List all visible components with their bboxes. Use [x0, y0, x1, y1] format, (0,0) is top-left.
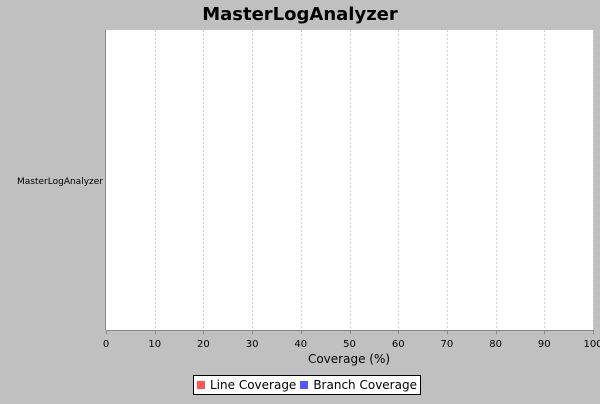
- legend-item-branch-coverage: Branch Coverage: [300, 378, 417, 392]
- x-tick-label-100: 100: [583, 339, 600, 350]
- y-axis-categories: MasterLogAnalyzer: [17, 177, 103, 187]
- x-tick-label-90: 90: [538, 339, 551, 350]
- legend-label-branch-coverage: Branch Coverage: [313, 378, 417, 392]
- x-tick-label-50: 50: [343, 339, 356, 350]
- legend: Line Coverage Branch Coverage: [193, 375, 421, 395]
- x-axis-ticks: 0 10 20 30 40 50 60 70 80 90 100: [103, 330, 600, 350]
- legend-item-line-coverage: Line Coverage: [197, 378, 296, 392]
- x-tick-label-10: 10: [148, 339, 161, 350]
- x-tick-label-60: 60: [392, 339, 405, 350]
- x-tick-label-20: 20: [197, 339, 210, 350]
- y-category-label: MasterLogAnalyzer: [17, 177, 103, 187]
- x-tick-label-40: 40: [294, 339, 307, 350]
- x-tick-label-70: 70: [441, 339, 454, 350]
- legend-label-line-coverage: Line Coverage: [210, 378, 297, 392]
- plot-area: [106, 30, 593, 330]
- branch-coverage-swatch: [300, 381, 309, 389]
- x-tick-label-80: 80: [489, 339, 502, 350]
- x-tick-label-0: 0: [103, 339, 109, 350]
- x-tick-label-30: 30: [246, 339, 259, 350]
- x-axis-label: Coverage (%): [308, 352, 390, 366]
- line-coverage-swatch: [197, 381, 205, 389]
- gridlines: [155, 30, 594, 330]
- chart-title: MasterLogAnalyzer: [202, 4, 398, 25]
